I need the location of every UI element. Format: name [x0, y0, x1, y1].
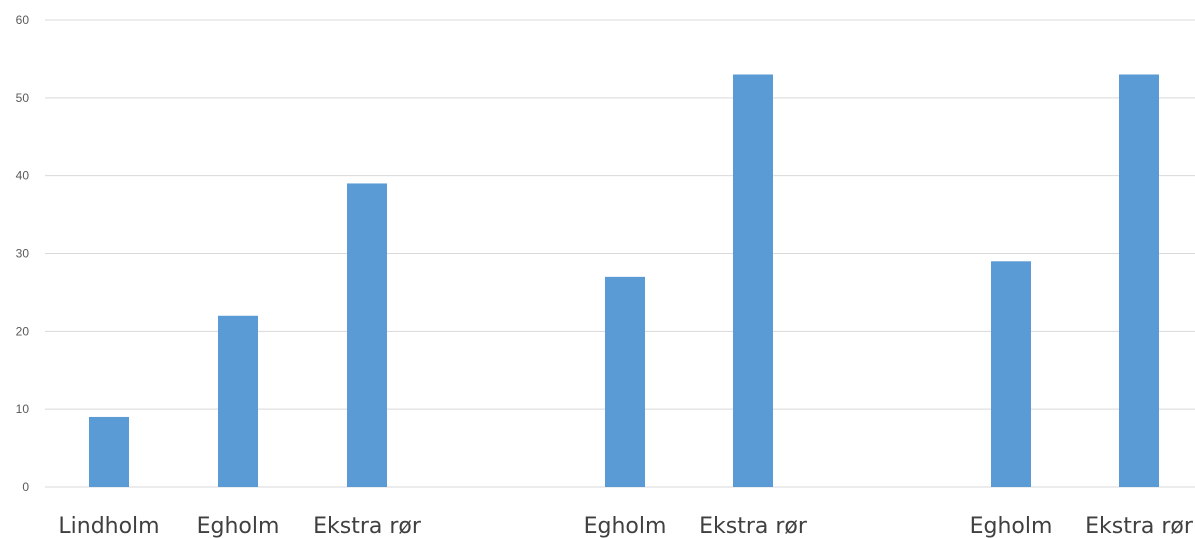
y-tick-label-30: 30	[16, 247, 30, 261]
bar-1	[89, 416, 129, 487]
x-category-label-7: Ekstra rør	[1085, 514, 1194, 538]
y-tick-label-10: 10	[16, 402, 30, 416]
x-category-label-6: Egholm	[970, 514, 1053, 538]
x-category-label-5: Ekstra rør	[699, 514, 808, 538]
bars	[89, 74, 1159, 487]
x-category-label-4: Egholm	[584, 514, 667, 538]
y-tick-label-60: 60	[16, 13, 30, 27]
bar-7	[1119, 74, 1159, 487]
y-tick-label-20: 20	[16, 324, 30, 338]
y-axis-tick-labels: 0 10 20 30 40 50 60	[16, 13, 30, 494]
x-axis-category-labels: Lindholm Egholm Ekstra rør Egholm Ekstra rør…	[58, 514, 1193, 538]
y-tick-label-0: 0	[22, 480, 29, 494]
bar-4	[605, 276, 645, 487]
x-category-label-3: Ekstra rør	[313, 514, 422, 538]
bar-5	[733, 74, 773, 487]
bar-2	[218, 315, 258, 487]
x-category-label-2: Egholm	[197, 514, 280, 538]
bar-6	[991, 261, 1031, 487]
y-tick-label-50: 50	[16, 91, 30, 105]
x-category-label-1: Lindholm	[58, 514, 159, 538]
bar-3	[347, 183, 387, 487]
y-tick-label-40: 40	[16, 169, 30, 183]
